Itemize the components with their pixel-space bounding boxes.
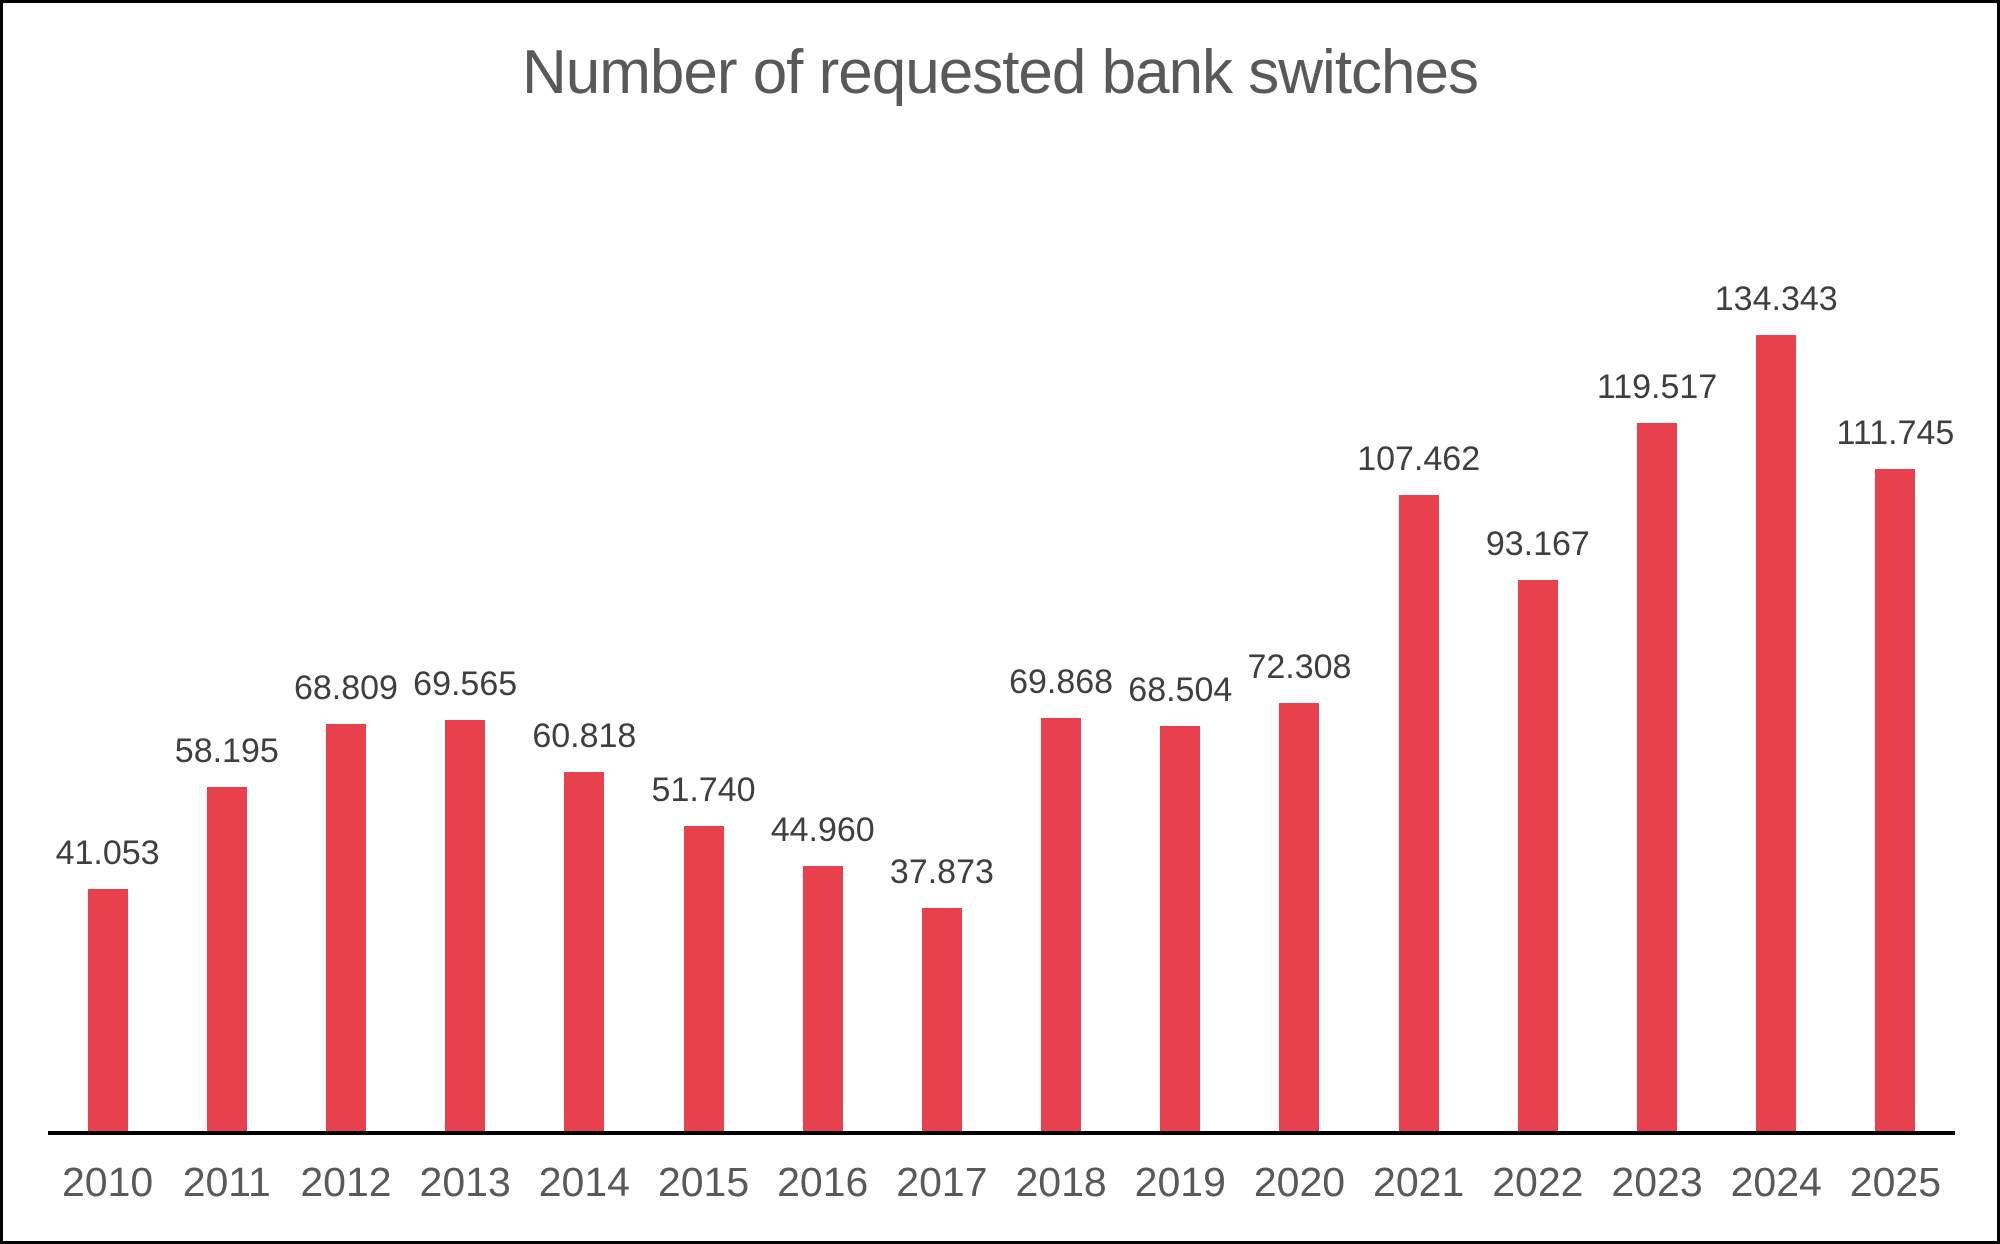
bar-2025 xyxy=(1875,469,1916,1133)
x-axis-labels: 2010 2011 2012 2013 2014 2015 2016 2017 2018 2019… xyxy=(48,1159,1955,1206)
bar-value-label: 68.809 xyxy=(293,669,398,707)
x-tick-label: 2023 xyxy=(1611,1159,1703,1205)
bar-value-label: 119.517 xyxy=(1596,368,1718,406)
bar-2021 xyxy=(1398,495,1439,1133)
bar-column: 68.809 xyxy=(286,669,405,1133)
bar-2024 xyxy=(1756,335,1797,1133)
bar-column: 51.740 xyxy=(644,771,763,1133)
bar-value-label: 69.868 xyxy=(1009,663,1114,701)
bar-value-label: 107.462 xyxy=(1357,440,1481,478)
bar-value-label: 69.565 xyxy=(413,665,518,703)
bar-column: 44.960 xyxy=(763,811,882,1133)
bar-column: 93.167 xyxy=(1478,525,1597,1133)
bar-value-label: 41.053 xyxy=(55,834,160,872)
bar-2022 xyxy=(1517,580,1558,1133)
bar-column: 69.868 xyxy=(1002,663,1121,1133)
bar-value-label: 60.818 xyxy=(532,717,637,755)
bar-value-label: 111.745 xyxy=(1836,414,1955,452)
bar-column: 60.818 xyxy=(525,717,644,1133)
bar-2023 xyxy=(1637,423,1678,1133)
bar-column: 58.195 xyxy=(167,732,286,1133)
bar-2011 xyxy=(206,787,247,1133)
plot-area: 41.053 58.195 68.809 69.565 60.818 51.740 44.9… xyxy=(48,3,1955,1133)
x-tick-label: 2022 xyxy=(1492,1159,1584,1205)
bar-column: 111.745 xyxy=(1836,414,1955,1133)
bar-2013 xyxy=(445,720,486,1133)
bar-2012 xyxy=(325,724,366,1133)
bar-value-label: 68.504 xyxy=(1128,671,1233,709)
x-tick-label: 2013 xyxy=(419,1159,511,1205)
bar-column: 37.873 xyxy=(882,853,1001,1133)
bar-column: 107.462 xyxy=(1357,440,1481,1133)
x-tick-label: 2010 xyxy=(61,1159,154,1205)
chart-title: Number of requested bank switches xyxy=(521,38,1479,107)
x-tick-label: 2015 xyxy=(657,1159,750,1205)
x-axis-line xyxy=(48,1131,1955,1135)
x-tick-label: 2012 xyxy=(300,1159,392,1205)
x-tick-label: 2016 xyxy=(777,1159,869,1205)
bar-value-label: 72.308 xyxy=(1247,648,1352,686)
bar-value-label: 44.960 xyxy=(770,811,875,849)
bar-2016 xyxy=(802,866,843,1133)
x-tick-label: 2018 xyxy=(1015,1159,1107,1205)
bar-value-label: 58.195 xyxy=(174,732,279,770)
bar-2020 xyxy=(1279,703,1320,1133)
bar-2010 xyxy=(87,889,128,1133)
x-tick-label: 2021 xyxy=(1373,1159,1465,1205)
x-tick-label: 2024 xyxy=(1730,1159,1822,1205)
bar-2018 xyxy=(1041,718,1082,1133)
bar-column: 119.517 xyxy=(1596,368,1718,1133)
x-tick-label: 2017 xyxy=(896,1159,988,1205)
bar-2019 xyxy=(1160,726,1201,1133)
bar-2014 xyxy=(564,772,605,1133)
bar-2017 xyxy=(921,908,962,1133)
x-tick-label: 2014 xyxy=(538,1159,630,1205)
bar-value-label: 51.740 xyxy=(651,771,756,809)
bar-value-label: 37.873 xyxy=(889,853,994,891)
bar-column: 69.565 xyxy=(406,665,525,1133)
bar-value-label: 93.167 xyxy=(1485,525,1590,563)
bar-column: 68.504 xyxy=(1121,671,1240,1133)
bar-2015 xyxy=(683,826,724,1133)
bar-value-label: 134.343 xyxy=(1714,280,1838,318)
x-tick-label: 2020 xyxy=(1253,1159,1346,1205)
x-tick-label: 2019 xyxy=(1134,1159,1226,1205)
x-tick-label: 2025 xyxy=(1849,1159,1942,1205)
x-tick-label: 2011 xyxy=(182,1159,271,1205)
bar-column: 41.053 xyxy=(48,834,167,1133)
bar-column: 134.343 xyxy=(1714,280,1838,1133)
bar-column: 72.308 xyxy=(1240,648,1359,1133)
